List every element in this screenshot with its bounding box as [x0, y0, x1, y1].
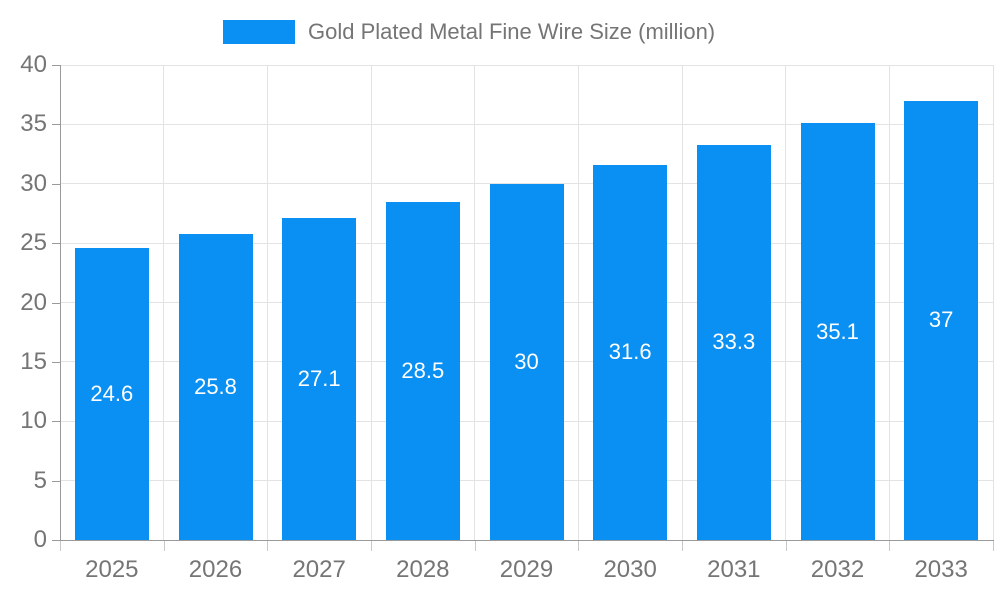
x-axis-tick-mark	[889, 541, 891, 551]
bar-value-label: 28.5	[401, 357, 445, 383]
x-axis-tick-label: 2030	[603, 556, 657, 583]
y-axis-tick-label: 40	[20, 51, 47, 78]
legend-swatch-icon	[223, 20, 295, 44]
y-axis-line	[60, 65, 61, 541]
x-axis-tick-label: 2029	[499, 556, 554, 583]
y-axis-tick-mark	[52, 183, 60, 185]
bar-value-label: 37	[928, 307, 954, 333]
x-axis-tick-label: 2028	[396, 556, 450, 583]
gridline-vertical	[577, 65, 579, 540]
plot-area: 24.6 25.8 27.1 28.5 30 31.6 33.3 35.1 37	[60, 64, 994, 540]
bar-2030[interactable]: 31.6	[593, 164, 668, 540]
gridline-vertical	[474, 65, 476, 540]
bar-2027[interactable]: 27.1	[282, 218, 357, 540]
x-axis-tick-mark	[474, 541, 476, 551]
y-axis-tick-label: 20	[20, 288, 47, 316]
gridline-horizontal	[60, 64, 993, 66]
x-axis-tick-mark	[371, 541, 372, 551]
gridline-vertical	[370, 65, 372, 540]
x-axis-tick-label: 2027	[292, 556, 346, 583]
bar-2029[interactable]: 30	[489, 183, 564, 540]
y-axis-tick-mark	[52, 124, 60, 126]
bar-value-label: 24.6	[90, 380, 134, 406]
x-axis-tick-mark	[993, 541, 994, 551]
gridline-vertical	[888, 65, 890, 540]
bar-value-label: 35.1	[816, 318, 859, 344]
gridline-vertical	[163, 65, 165, 540]
y-axis-tick-label: 30	[20, 169, 47, 197]
x-axis-tick-label: 2025	[85, 556, 139, 583]
bar-value-label: 27.1	[297, 366, 341, 392]
y-axis-tick-mark	[52, 480, 60, 482]
bar-2026[interactable]: 25.8	[178, 233, 253, 540]
y-axis-tick-label: 10	[20, 407, 47, 435]
y-axis-tick-label: 5	[33, 466, 47, 494]
y-axis-tick-mark	[52, 421, 60, 423]
bar-2031[interactable]: 33.3	[696, 144, 771, 540]
y-axis-tick-label: 0	[33, 526, 47, 553]
x-axis-tick-mark	[163, 541, 165, 551]
gridline-vertical	[266, 65, 268, 540]
y-axis-tick-label: 15	[20, 347, 47, 375]
bar-value-label: 30	[514, 348, 539, 374]
bar-2028[interactable]: 28.5	[385, 201, 460, 540]
gridline-vertical	[681, 65, 683, 540]
x-axis-tick-label: 2026	[188, 556, 243, 583]
bar-2032[interactable]: 35.1	[800, 123, 875, 540]
y-axis-tick-mark	[52, 361, 60, 363]
bar-2025[interactable]: 24.6	[74, 247, 149, 540]
y-axis-tick-label: 35	[20, 110, 47, 138]
gridline-vertical	[992, 65, 994, 540]
x-axis-tick-label: 2033	[914, 556, 968, 583]
y-axis-tick-mark	[52, 65, 60, 66]
y-axis-tick-mark	[52, 540, 60, 541]
bar-2033[interactable]: 37	[904, 100, 979, 540]
x-axis-tick-mark	[682, 541, 683, 551]
x-axis-tick-mark	[60, 541, 61, 551]
bar-value-label: 25.8	[194, 373, 237, 399]
bar-value-label: 31.6	[608, 339, 652, 365]
y-axis-tick-label: 25	[20, 229, 47, 257]
bar-value-label: 33.3	[712, 329, 756, 355]
gridline-horizontal	[60, 123, 993, 125]
x-axis-tick-mark	[785, 541, 787, 551]
x-axis-tick-mark	[578, 541, 580, 551]
y-axis-tick-mark	[52, 243, 60, 245]
gridline-vertical	[785, 65, 787, 540]
x-axis-tick-label: 2032	[810, 556, 865, 583]
legend-item[interactable]: Gold Plated Metal Fine Wire Size (millio…	[223, 19, 715, 45]
legend-label: Gold Plated Metal Fine Wire Size (millio…	[308, 19, 716, 44]
x-axis-tick-mark	[267, 541, 269, 551]
x-axis-line	[60, 540, 994, 541]
x-axis-tick-label: 2031	[707, 556, 761, 583]
y-axis-tick-mark	[52, 302, 60, 304]
